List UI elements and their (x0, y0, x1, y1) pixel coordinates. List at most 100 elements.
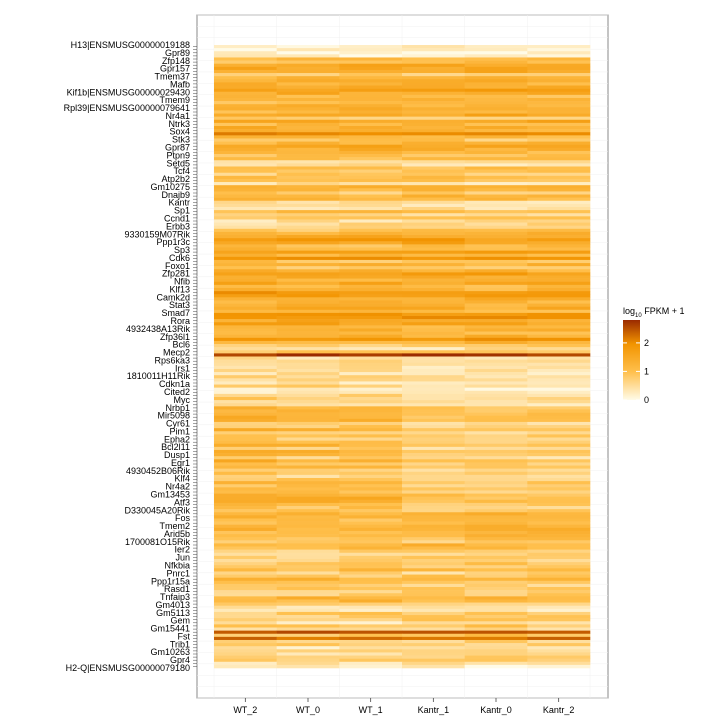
x-tick-label: WT_0 (296, 705, 320, 715)
heatmap-cell (464, 91, 528, 96)
heatmap-cell (402, 94, 465, 99)
heatmap-cell (402, 150, 465, 155)
heatmap-cell (276, 552, 340, 557)
heatmap-cell (402, 210, 465, 214)
heatmap-cell (276, 362, 340, 367)
heatmap-cell (464, 471, 528, 476)
heatmap-cell (339, 615, 403, 619)
heatmap-cell (402, 633, 465, 638)
row-label: Tmem9 (159, 95, 190, 105)
heatmap-cell (214, 540, 277, 544)
row-label: Foxo1 (165, 261, 190, 271)
heatmap-cell (464, 272, 528, 276)
heatmap-cell (214, 175, 277, 180)
heatmap-cell (276, 443, 340, 448)
heatmap-cell (339, 300, 403, 304)
heatmap-cell (214, 206, 277, 211)
heatmap-cell (402, 440, 465, 445)
heatmap-cell (214, 509, 277, 513)
heatmap-cell (464, 540, 528, 544)
heatmap-cell (339, 446, 403, 451)
row-label: Stk3 (172, 135, 190, 145)
heatmap-cell (527, 225, 591, 230)
heatmap-cell (402, 104, 465, 108)
heatmap-cell (402, 194, 465, 198)
heatmap-cell (339, 602, 403, 607)
heatmap-cell (214, 577, 277, 582)
heatmap-cell (402, 203, 465, 208)
heatmap-cell (339, 552, 403, 557)
heatmap-cell (402, 493, 465, 497)
heatmap-cell (527, 456, 591, 460)
heatmap-cell (214, 593, 277, 597)
heatmap-cell (339, 110, 403, 114)
heatmap-cell (214, 113, 277, 117)
heatmap-cell (214, 122, 277, 127)
heatmap-cell (527, 506, 591, 510)
heatmap-cell (527, 107, 591, 111)
heatmap-cell (276, 160, 340, 164)
heatmap-cell (402, 48, 465, 52)
heatmap-cell (339, 462, 403, 466)
heatmap-cell (214, 166, 277, 170)
heatmap-cell (464, 664, 528, 669)
heatmap-cell (214, 57, 277, 61)
heatmap-cell (402, 456, 465, 460)
heatmap-cell (339, 664, 403, 669)
heatmap-cell (276, 213, 340, 217)
heatmap-cell (339, 627, 403, 631)
heatmap-cell (276, 493, 340, 497)
heatmap-cell (402, 219, 465, 223)
row-label: Bcl6 (172, 340, 190, 350)
legend: log10 FPKM + 1 0 1 2 (623, 306, 684, 405)
heatmap-cell (339, 312, 403, 317)
heatmap-cell (402, 421, 465, 426)
heatmap-cell (339, 322, 403, 326)
heatmap-cell (276, 306, 340, 311)
heatmap-cell (527, 150, 591, 155)
heatmap-cell (276, 122, 340, 127)
heatmap-cell (339, 546, 403, 550)
row-label: 4932438A13Rik (126, 324, 191, 334)
row-label: Mafb (170, 79, 190, 89)
heatmap-cell (276, 428, 340, 432)
heatmap-cell (464, 643, 528, 647)
row-label: Sox4 (169, 127, 190, 137)
heatmap-cell (276, 384, 340, 388)
heatmap-cell (276, 97, 340, 102)
heatmap-cell (339, 481, 403, 485)
heatmap-cell (276, 300, 340, 304)
heatmap-cell (276, 69, 340, 74)
heatmap-cell (339, 421, 403, 426)
heatmap-cell (464, 113, 528, 117)
heatmap-cell (276, 356, 340, 360)
heatmap-cell (464, 250, 528, 255)
heatmap-cell (464, 45, 528, 49)
heatmap-cell (339, 85, 403, 89)
heatmap-cell (339, 365, 403, 370)
heatmap-cell (276, 515, 340, 519)
heatmap-cell (527, 587, 591, 591)
heatmap-cell (464, 431, 528, 435)
heatmap-cell (276, 624, 340, 628)
legend-title-sub: 10 (635, 313, 642, 319)
heatmap-cell (402, 390, 465, 395)
heatmap-cell (214, 390, 277, 395)
row-label: Nfkbia (164, 561, 190, 571)
heatmap-cell (402, 166, 465, 170)
legend-colorbar (623, 320, 640, 400)
heatmap-cell (339, 356, 403, 360)
heatmap-cell (339, 182, 403, 186)
heatmap-cell (402, 88, 465, 93)
heatmap-cell (276, 104, 340, 108)
heatmap-cell (214, 571, 277, 575)
row-label: D330045A20Rik (124, 505, 190, 515)
heatmap-cell (527, 583, 591, 588)
heatmap-cell (402, 499, 465, 504)
heatmap-cell (527, 627, 591, 631)
heatmap-cell (464, 512, 528, 516)
heatmap-cell (339, 291, 403, 295)
heatmap-cell (402, 294, 465, 298)
heatmap-cell (276, 574, 340, 578)
heatmap-cell (527, 222, 591, 226)
